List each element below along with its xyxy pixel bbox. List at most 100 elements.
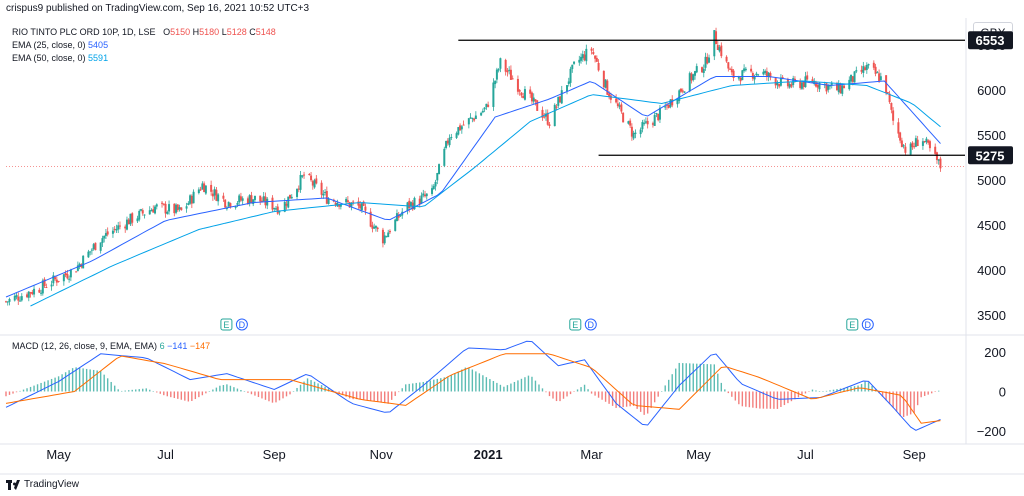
- candle-body: [210, 184, 213, 192]
- candle-body: [438, 164, 441, 175]
- macd-histogram-bar: [247, 391, 249, 393]
- footer-brand[interactable]: TradingView: [6, 479, 79, 490]
- candle-body: [536, 100, 539, 111]
- candle-body: [609, 95, 612, 100]
- publisher-line: crispus9 published on TradingView.com, S…: [6, 3, 310, 14]
- earnings-marker[interactable]: [846, 318, 859, 331]
- candle-body: [651, 123, 654, 125]
- macd-histogram-bar: [355, 391, 358, 400]
- macd-histogram-bar: [163, 391, 165, 396]
- macd-histogram-bar: [678, 362, 680, 392]
- candle-body: [839, 84, 842, 94]
- dividend-marker[interactable]: [861, 318, 874, 331]
- candle-body: [778, 84, 781, 87]
- time-tick-label: May: [686, 447, 711, 462]
- candle-body: [6, 301, 9, 303]
- candle-body: [409, 202, 412, 207]
- candle-body: [546, 112, 549, 125]
- macd-histogram-bar: [745, 391, 747, 407]
- candle-body: [278, 211, 281, 213]
- candle-body: [557, 96, 560, 106]
- candle-body: [874, 66, 877, 74]
- level-price-tag: [968, 31, 1013, 50]
- macd-histogram-bar: [457, 371, 460, 392]
- macd-histogram-bar: [790, 391, 793, 402]
- candle-body: [339, 203, 342, 207]
- macd-line: [5, 340, 941, 431]
- candle-body: [566, 85, 569, 92]
- candle-body: [259, 195, 262, 202]
- macd-histogram-bar: [352, 391, 354, 400]
- earnings-marker[interactable]: [569, 318, 582, 331]
- candle-body: [639, 129, 642, 135]
- macd-histogram-bar: [387, 391, 389, 404]
- candle-body: [29, 292, 32, 294]
- macd-histogram-bar: [398, 391, 400, 393]
- candle-body: [455, 133, 458, 138]
- macd-histogram-bar: [794, 391, 796, 400]
- candle-body: [836, 83, 839, 91]
- macd-legend[interactable]: MACD (12, 26, close, 9, EMA, EMA) 6 −141…: [12, 341, 211, 351]
- macd-histogram-bar: [492, 380, 495, 392]
- macd-histogram-bar: [671, 374, 673, 392]
- macd-histogram-bar: [573, 391, 575, 392]
- candle-body: [702, 68, 705, 73]
- macd-histogram-bar: [895, 391, 898, 412]
- candle-body: [567, 81, 570, 84]
- candle-body: [166, 211, 169, 214]
- macd-histogram-bar: [303, 381, 305, 392]
- candle-body: [418, 198, 421, 205]
- macd-histogram-bar: [110, 381, 112, 392]
- ema50-legend[interactable]: EMA (50, close, 0) 5591: [12, 53, 109, 63]
- candle-body: [413, 197, 416, 210]
- candle-body: [799, 80, 802, 88]
- dividend-marker[interactable]: [584, 318, 597, 331]
- macd-histogram-bar: [391, 391, 393, 400]
- earnings-marker[interactable]: [220, 318, 233, 331]
- candle-body: [111, 230, 114, 234]
- macd-histogram-bar: [489, 379, 491, 392]
- candle-body: [446, 140, 449, 144]
- dividend-marker[interactable]: [235, 318, 248, 331]
- macd-histogram-bar: [604, 391, 607, 402]
- macd-histogram-bar: [138, 389, 140, 392]
- macd-tick-label: −200: [977, 424, 1006, 439]
- candle-body: [222, 195, 225, 199]
- candle-body: [788, 83, 791, 88]
- macd-histogram-bar: [99, 370, 102, 392]
- candle-body: [459, 125, 462, 131]
- candle-body: [928, 141, 931, 149]
- candle-body: [50, 284, 53, 287]
- macd-histogram-bar: [531, 376, 533, 392]
- candle-body: [90, 249, 93, 251]
- ema25-legend[interactable]: EMA (25, close, 0) 5405: [12, 40, 109, 50]
- candle-body: [299, 174, 302, 190]
- macd-histogram-bar: [738, 391, 740, 405]
- macd-histogram-bar: [12, 391, 14, 394]
- candle-body: [793, 78, 796, 81]
- macd-histogram-bar: [54, 377, 56, 392]
- candle-body: [837, 83, 840, 93]
- macd-histogram-bar: [653, 391, 656, 403]
- macd-histogram-bar: [222, 385, 225, 392]
- macd-histogram-bar: [818, 391, 821, 392]
- candle-body: [15, 295, 18, 298]
- ema50-value: 5591: [88, 53, 109, 63]
- symbol-name[interactable]: RIO TINTO PLC ORD 10P, 1D, LSE: [12, 27, 156, 37]
- candle-body: [764, 70, 767, 74]
- level-price-tag: [968, 146, 1013, 165]
- candle-body: [595, 57, 598, 62]
- candle-body: [106, 231, 109, 235]
- macd-histogram-bar: [289, 391, 291, 395]
- candle-body: [117, 225, 120, 230]
- macd-histogram-bar: [822, 391, 824, 392]
- candle-body: [878, 73, 881, 82]
- macd-histogram-bar: [464, 367, 467, 392]
- macd-histogram-bar: [664, 385, 666, 392]
- candle-body: [886, 92, 889, 94]
- candle-body: [627, 121, 630, 124]
- macd-histogram-bar: [345, 391, 347, 397]
- candle-body: [678, 90, 681, 101]
- candle-body: [253, 195, 256, 200]
